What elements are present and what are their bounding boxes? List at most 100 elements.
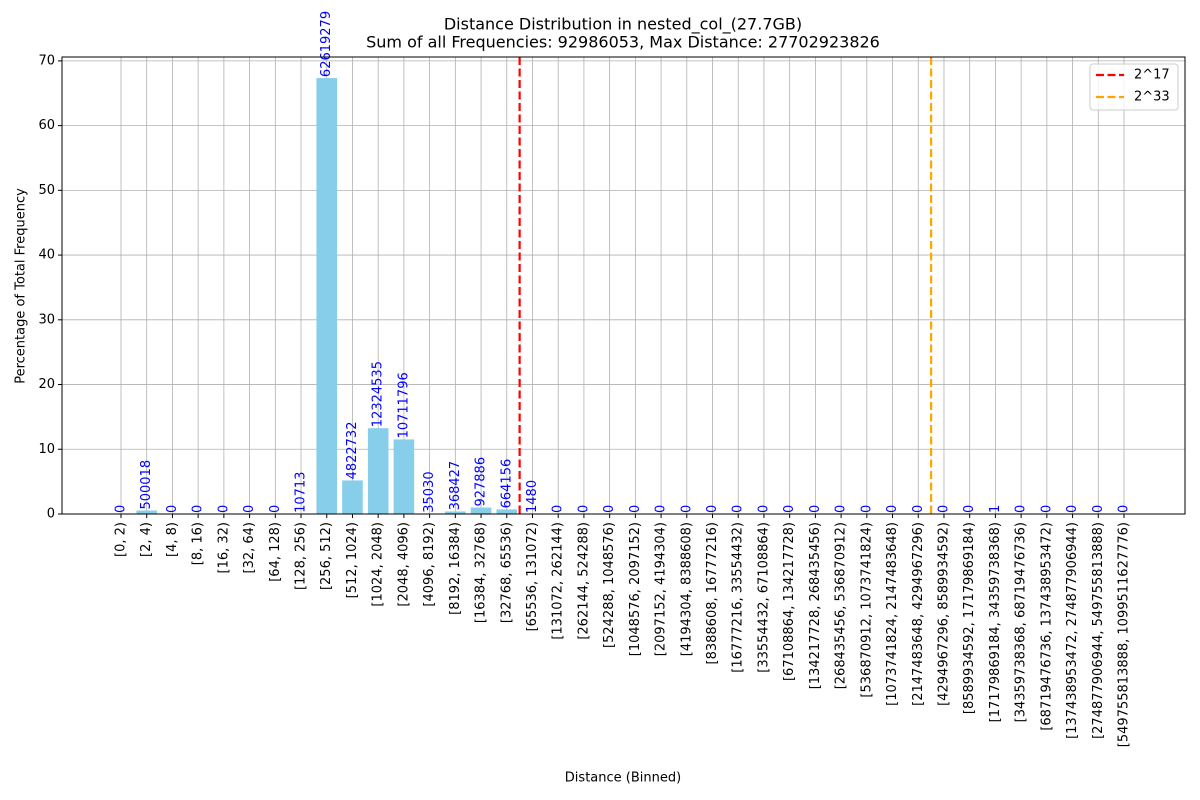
plot-frame bbox=[61, 56, 1186, 515]
x-tick-label: [68719476736, 137438953472) bbox=[1039, 522, 1054, 731]
x-tick-label: [549755813888, 1099511627776) bbox=[1117, 522, 1132, 747]
x-tick-label: [524288, 1048576) bbox=[602, 522, 617, 648]
data-label: 0 bbox=[216, 505, 231, 513]
data-label: 0 bbox=[1091, 505, 1106, 513]
x-tick-label: [1024, 2048) bbox=[371, 522, 386, 607]
data-label: 0 bbox=[268, 505, 283, 513]
x-tick-label: [134217728, 268435456) bbox=[808, 522, 823, 689]
data-label: 0 bbox=[756, 505, 771, 513]
x-tick-label: [34359738368, 68719476736) bbox=[1014, 522, 1029, 722]
x-tick-label: [2, 4) bbox=[139, 522, 154, 557]
data-label: 1 bbox=[988, 505, 1003, 513]
x-tick-label: [8192, 16384) bbox=[448, 522, 463, 615]
chart-subtitle: Sum of all Frequencies: 92986053, Max Di… bbox=[366, 33, 880, 52]
data-label: 0 bbox=[936, 505, 951, 513]
data-label: 0 bbox=[731, 505, 746, 513]
data-label: 35030 bbox=[422, 471, 437, 512]
x-tick-label: [128, 256) bbox=[294, 522, 309, 590]
x-tick-label: [4294967296, 8589934592) bbox=[936, 522, 951, 706]
data-label: 0 bbox=[551, 505, 566, 513]
y-tick-label: 10 bbox=[38, 442, 55, 457]
x-tick-label: [268435456, 536870912) bbox=[834, 522, 849, 689]
data-label: 12324535 bbox=[371, 361, 386, 427]
data-label: 0 bbox=[859, 505, 874, 513]
x-tick-label: [536870912, 1073741824) bbox=[859, 522, 874, 698]
y-tick-label: 70 bbox=[38, 53, 55, 68]
x-tick-label: [256, 512) bbox=[319, 522, 334, 590]
data-label: 0 bbox=[628, 505, 643, 513]
x-tick-label: [16777216, 33554432) bbox=[731, 522, 746, 673]
data-label: 0 bbox=[165, 505, 180, 513]
data-label: 0 bbox=[1039, 505, 1054, 513]
x-tick-label: [65536, 131072) bbox=[525, 522, 540, 631]
data-label: 0 bbox=[602, 505, 617, 513]
data-label: 4822732 bbox=[345, 422, 360, 480]
data-label: 0 bbox=[1065, 505, 1080, 513]
bar bbox=[316, 78, 338, 514]
legend-label: 2^17 bbox=[1134, 68, 1170, 83]
bar bbox=[496, 509, 518, 514]
data-label: 10713 bbox=[294, 472, 309, 513]
data-label: 500018 bbox=[139, 460, 154, 510]
bar bbox=[470, 507, 492, 514]
data-label: 664156 bbox=[499, 459, 514, 509]
data-label: 0 bbox=[679, 505, 694, 513]
x-tick-label: [32, 64) bbox=[242, 522, 257, 574]
y-tick-label: 0 bbox=[47, 507, 55, 522]
x-tick-label: [262144, 524288) bbox=[576, 522, 591, 640]
bar bbox=[342, 480, 363, 514]
data-label: 0 bbox=[576, 505, 591, 513]
data-label: 927886 bbox=[474, 457, 489, 507]
y-tick-label: 50 bbox=[38, 183, 55, 198]
data-label: 0 bbox=[705, 505, 720, 513]
x-tick-label: [33554432, 67108864) bbox=[756, 522, 771, 673]
x-tick-label: [17179869184, 34359738368) bbox=[988, 522, 1003, 722]
data-label: 0 bbox=[885, 505, 900, 513]
x-tick-label: [16384, 32768) bbox=[474, 522, 489, 623]
data-label: 0 bbox=[808, 505, 823, 513]
data-label: 62619279 bbox=[319, 11, 334, 77]
y-tick-label: 60 bbox=[38, 118, 55, 133]
x-tick-label: [1048576, 2097152) bbox=[628, 522, 643, 656]
x-tick-label: [16, 32) bbox=[216, 522, 231, 574]
data-label: 0 bbox=[911, 505, 926, 513]
x-tick-label: [2048, 4096) bbox=[396, 522, 411, 607]
x-tick-label: [131072, 262144) bbox=[551, 522, 566, 640]
x-tick-label: [4, 8) bbox=[165, 522, 180, 557]
x-tick-label: [274877906944, 549755813888) bbox=[1091, 522, 1106, 739]
x-tick-label: [512, 1024) bbox=[345, 522, 360, 598]
x-axis-label: Distance (Binned) bbox=[565, 771, 681, 786]
y-axis-label: Percentage of Total Frequency bbox=[14, 188, 29, 384]
data-label: 0 bbox=[834, 505, 849, 513]
data-label: 0 bbox=[962, 505, 977, 513]
x-tick-label: [0, 2) bbox=[114, 522, 129, 557]
x-tick-label: [8388608, 16777216) bbox=[705, 522, 720, 664]
legend-label: 2^33 bbox=[1134, 90, 1170, 105]
data-label: 0 bbox=[191, 505, 206, 513]
x-tick-label: [2097152, 4194304) bbox=[654, 522, 669, 656]
data-label: 0 bbox=[1117, 505, 1132, 513]
chart-title: Distance Distribution in nested_col_(27.… bbox=[444, 15, 802, 35]
data-label: 0 bbox=[1014, 505, 1029, 513]
data-label: 0 bbox=[782, 505, 797, 513]
x-tick-label: [8589934592, 17179869184) bbox=[962, 522, 977, 714]
y-tick-label: 30 bbox=[38, 312, 55, 327]
bar bbox=[445, 511, 466, 514]
data-label: 368427 bbox=[448, 461, 463, 511]
y-tick-label: 20 bbox=[38, 377, 55, 392]
bar bbox=[367, 428, 389, 514]
y-tick-label: 40 bbox=[38, 248, 55, 263]
bar bbox=[136, 510, 158, 514]
data-label: 0 bbox=[242, 505, 257, 513]
x-tick-label: [32768, 65536) bbox=[499, 522, 514, 623]
x-tick-label: [2147483648, 4294967296) bbox=[911, 522, 926, 706]
data-label: 0 bbox=[114, 505, 129, 513]
data-label: 10711796 bbox=[396, 372, 411, 438]
x-tick-label: [67108864, 134217728) bbox=[782, 522, 797, 681]
data-label: 0 bbox=[654, 505, 669, 513]
x-tick-label: [64, 128) bbox=[268, 522, 283, 582]
x-tick-label: [4096, 8192) bbox=[422, 522, 437, 607]
x-tick-label: [8, 16) bbox=[191, 522, 206, 565]
bar bbox=[393, 439, 415, 514]
